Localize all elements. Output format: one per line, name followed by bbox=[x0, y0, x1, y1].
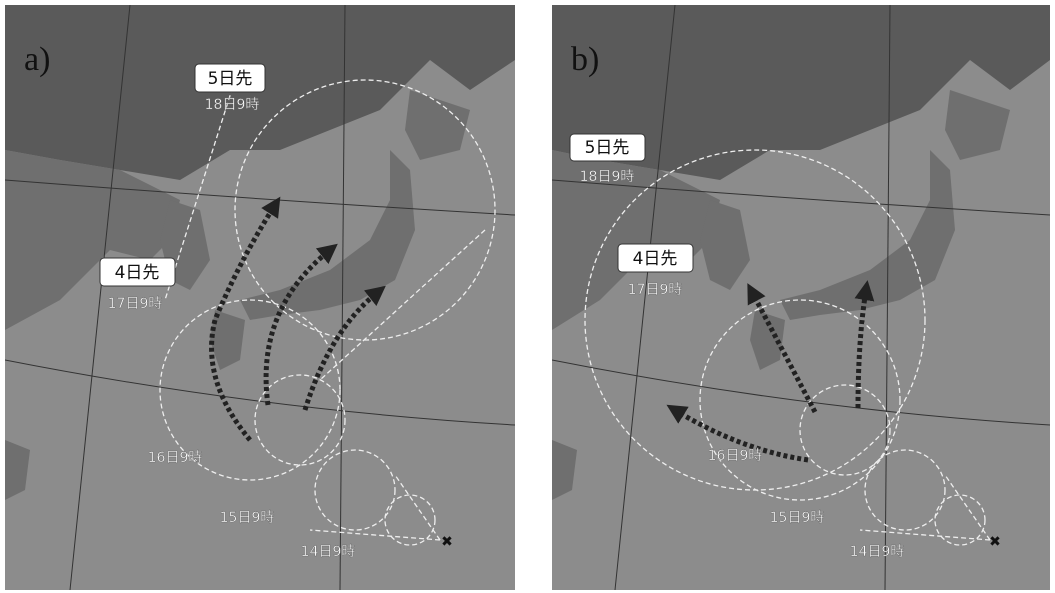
time-label: 15日9時 bbox=[220, 510, 275, 526]
typhoon-position: ✖ bbox=[441, 534, 453, 550]
time-label: 16日9時 bbox=[148, 450, 203, 466]
time-label: 14日9時 bbox=[301, 544, 356, 560]
time-label: 17日9時 bbox=[108, 296, 163, 312]
map-panel-a: ✖ bbox=[5, 5, 515, 590]
time-label: 17日9時 bbox=[628, 282, 683, 298]
badge-text: 4日先 bbox=[115, 263, 160, 283]
figure: ✖ a) 5日先 18日9時 4日先 17日9時 16日9時 15日9時 14日… bbox=[0, 0, 1055, 593]
time-label: 18日9時 bbox=[205, 97, 260, 113]
panel-label: b) bbox=[571, 41, 599, 78]
panel-label: a) bbox=[24, 41, 50, 78]
badge-text: 5日先 bbox=[585, 138, 630, 158]
time-label: 16日9時 bbox=[708, 448, 763, 464]
time-label: 18日9時 bbox=[580, 169, 635, 185]
time-label: 15日9時 bbox=[770, 510, 825, 526]
typhoon-position: ✖ bbox=[989, 534, 1001, 550]
time-label: 14日9時 bbox=[850, 544, 905, 560]
badge-text: 5日先 bbox=[208, 69, 253, 89]
badge-text: 4日先 bbox=[633, 249, 678, 269]
